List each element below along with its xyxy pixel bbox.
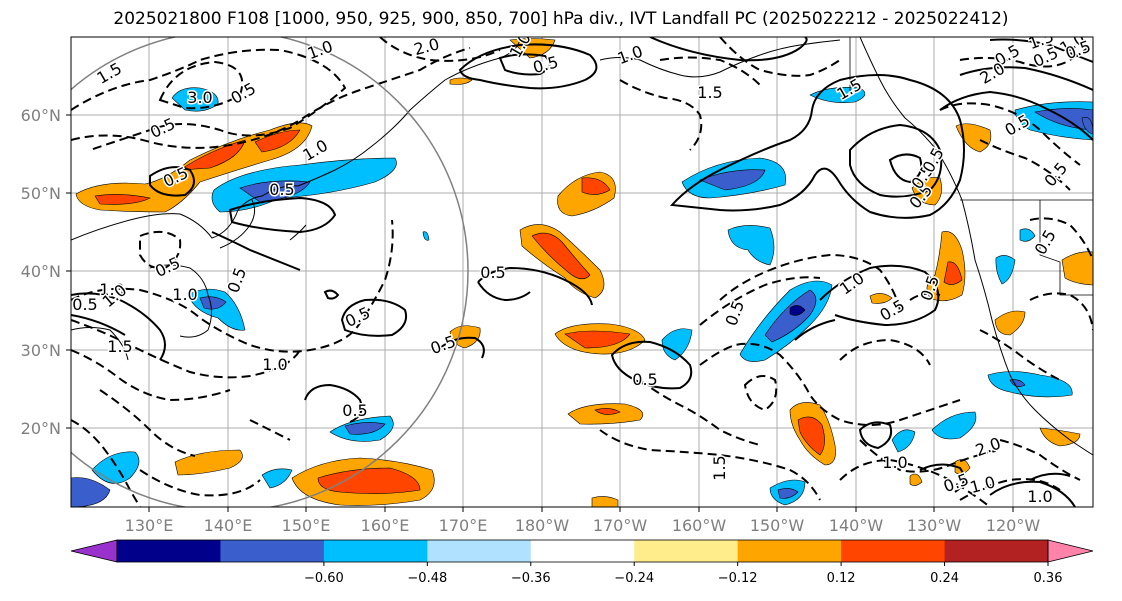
lat-tick-label: 60°N [21, 106, 61, 125]
lon-tick-label: 170°W [593, 516, 648, 535]
colorbar-label: −0.36 [511, 571, 551, 586]
colorbar-label: 0.36 [1034, 571, 1063, 586]
lon-tick-label: 160°W [672, 516, 727, 535]
colorbar-segment [323, 540, 428, 562]
contour-label: 1.5 [710, 455, 729, 480]
colorbar-label: −0.60 [304, 571, 344, 586]
solid-contours [71, 37, 1093, 507]
colorbar-extend-low [70, 539, 118, 563]
colorbar-segment [841, 540, 946, 562]
colorbar: −0.60−0.48−0.36−0.24−0.120.120.240.360.4… [70, 539, 1094, 586]
negative-shading [71, 87, 1093, 507]
colorbar-segment [944, 540, 1049, 562]
contour-label: 1.0 [172, 285, 197, 304]
colorbar-segment [117, 540, 221, 562]
contour-label: 1.5 [697, 83, 722, 102]
lon-axis: 130°E 140°E 150°E 160°E 170°E 180°W 170°… [125, 507, 1041, 535]
contour-label: 0.5 [269, 180, 294, 199]
contour-label: 3.0 [187, 88, 212, 107]
lat-axis: 20°N 30°N 40°N 50°N 60°N [21, 106, 71, 438]
coastlines [71, 37, 1093, 456]
contour-label: 0.5 [72, 295, 97, 314]
contour-label: 0.5 [480, 263, 505, 282]
contour-label: 1.0 [262, 355, 287, 374]
lon-tick-label: 160°E [361, 516, 410, 535]
lon-tick-label: 130°E [125, 516, 174, 535]
lat-tick-label: 50°N [21, 184, 61, 203]
contour-label: 0.5 [342, 401, 367, 420]
contour-label: 0.5 [632, 370, 657, 389]
colorbar-label: 0.12 [827, 571, 856, 586]
contour-label: 1.5 [107, 337, 132, 356]
map-title: 2025021800 F108 [1000, 950, 925, 900, 85… [113, 9, 1009, 29]
lat-tick-label: 40°N [21, 262, 61, 281]
dashed-contours [71, 37, 1093, 507]
contour-label: 1.0 [882, 453, 907, 472]
colorbar-label: −0.12 [718, 571, 758, 586]
colorbar-segment [737, 540, 842, 562]
colorbar-label: −0.24 [614, 571, 654, 586]
colorbar-segment [530, 540, 635, 562]
lon-tick-label: 170°E [439, 516, 488, 535]
colorbar-frame [116, 539, 1049, 563]
lon-tick-label: 150°W [750, 516, 805, 535]
lon-tick-label: 140°W [829, 516, 884, 535]
plot-frame [70, 36, 1094, 508]
lon-tick-label: 180°W [515, 516, 570, 535]
map-plot-area: 1.01.52.0 0.5 1.00.50.53.00.50.51.00.51.51… [71, 37, 1093, 507]
political-boundaries [849, 37, 1093, 296]
colorbar-label: 0.24 [930, 571, 959, 586]
lon-tick-label: 120°W [986, 516, 1041, 535]
lat-tick-label: 30°N [21, 341, 61, 360]
colorbar-segment [427, 540, 532, 562]
lon-tick-label: 130°W [907, 516, 962, 535]
lon-tick-label: 140°E [204, 516, 253, 535]
contour-label: 1.0 [99, 280, 124, 299]
colorbar-segment [634, 540, 739, 562]
colorbar-segment [220, 540, 325, 562]
lat-tick-label: 20°N [21, 419, 61, 438]
contour-label: 1.0 [1027, 487, 1052, 506]
range-circle [71, 37, 469, 507]
lon-tick-label: 150°E [282, 516, 331, 535]
colorbar-extend-high [1047, 539, 1094, 563]
colorbar-label: −0.48 [407, 571, 447, 586]
